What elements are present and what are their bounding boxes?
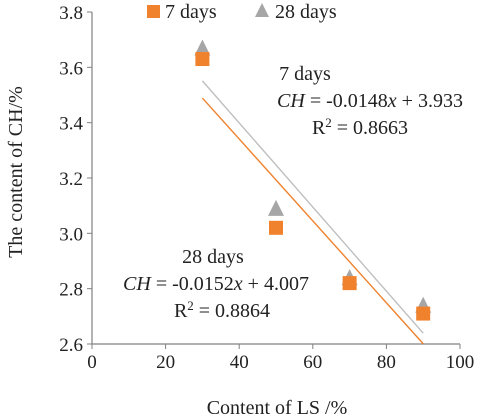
y-tick-label: 3.0 [59, 224, 83, 245]
trendline-7-days [201, 97, 424, 345]
x-axis-title: Content of LS /% [207, 397, 348, 419]
trendline-28-days [201, 80, 424, 334]
point-7-days [416, 306, 431, 321]
annotation-7-days-title: 7 days [279, 63, 331, 85]
annotation-28-days-r2: R2 = 0.8864 [174, 298, 270, 323]
annotation-28-days-title: 28 days [182, 246, 244, 268]
x-tick-label: 80 [377, 352, 396, 373]
x-tick-label: 100 [446, 352, 475, 373]
legend: 7 days 28 days [147, 1, 337, 23]
x-tick-label: 60 [303, 352, 322, 373]
annotation-7-days: 7 days CH = -0.0148x + 3.933 R2 = 0.8663 [277, 63, 463, 139]
point-28-days [194, 39, 211, 56]
annotation-28-days-equation: CH = -0.0152x + 4.007 [123, 273, 309, 295]
point-7-days [269, 220, 283, 235]
x-tick-label: 20 [156, 352, 175, 373]
point-7-days [342, 276, 357, 291]
annotation-7-days-equation: CH = -0.0148x + 3.933 [277, 90, 463, 112]
annotation-7-days-r2: R2 = 0.8663 [312, 115, 408, 140]
axes: 0 20 40 60 80 100 2.6 2.8 3.0 3.2 3.4 3.6 3.8 [59, 3, 474, 373]
y-tick-label: 3.6 [59, 58, 83, 79]
legend-label-7-days: 7 days [165, 1, 217, 23]
legend-label-28-days: 28 days [275, 1, 337, 23]
y-tick-label: 2.6 [59, 335, 83, 356]
legend-marker-28-days [255, 3, 269, 17]
y-axis-title: The content of CH/% [5, 86, 27, 258]
y-tick-label: 3.2 [59, 169, 83, 190]
legend-marker-7-days [147, 5, 160, 18]
y-tick-label: 2.8 [59, 280, 83, 301]
point-7-days [195, 52, 210, 67]
data-points [194, 39, 432, 321]
y-tick-label: 3.8 [59, 3, 83, 24]
x-tick-label: 0 [87, 352, 97, 373]
trendlines [201, 80, 424, 345]
point-28-days [268, 199, 284, 216]
annotation-28-days: 28 days CH = -0.0152x + 4.007 R2 = 0.886… [123, 246, 309, 322]
y-tick-label: 3.4 [59, 114, 83, 135]
x-tick-label: 40 [230, 352, 249, 373]
